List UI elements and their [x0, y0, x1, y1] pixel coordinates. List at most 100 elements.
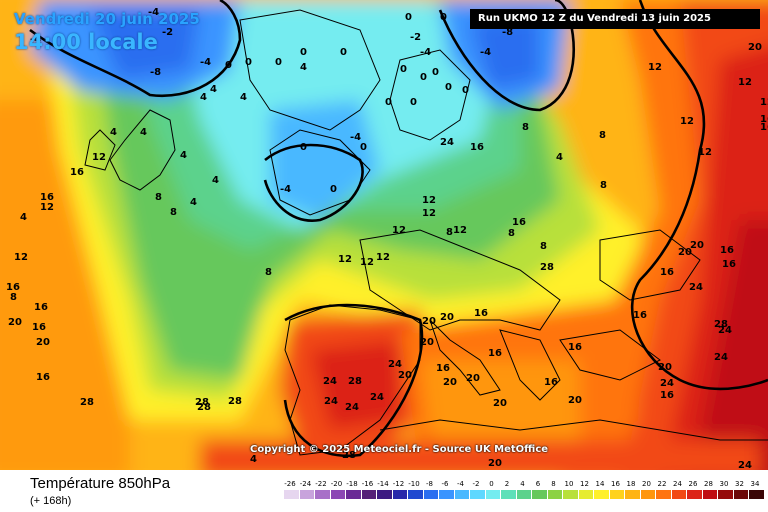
legend-swatch: [454, 490, 469, 499]
legend-label: -20: [330, 480, 343, 488]
isotherm-label: -2: [162, 27, 173, 38]
isotherm-label: 0: [340, 47, 347, 58]
isotherm-label: 20: [420, 337, 434, 348]
isotherm-label: 16: [70, 167, 84, 178]
isotherm-label: 12: [738, 77, 752, 88]
legend-swatch: [671, 490, 686, 499]
isotherm-label: 4: [210, 84, 217, 95]
isotherm-label: -4: [480, 47, 491, 58]
legend-label: -16: [361, 480, 374, 488]
isotherm-label: 0: [445, 82, 452, 93]
isotherm-label: 8: [155, 192, 162, 203]
isotherm-label: -4: [200, 57, 211, 68]
legend-label: 30: [719, 480, 729, 488]
isotherm-label: 4: [200, 92, 207, 103]
legend-swatch: [392, 490, 407, 499]
isotherm-label: 0: [440, 12, 447, 23]
isotherm-label: 0: [300, 47, 307, 58]
isotherm-label: 28: [342, 450, 356, 461]
isotherm-label: 20: [658, 362, 672, 373]
isotherm-label: -4: [420, 47, 431, 58]
isotherm-label: 12: [338, 254, 352, 265]
isotherm-label: 8: [265, 267, 272, 278]
legend-label: -18: [346, 480, 358, 488]
isotherm-label: 16: [34, 302, 48, 313]
legend-swatch: [361, 490, 376, 499]
forecast-lead-time: (+ 168h): [30, 495, 72, 507]
isotherm-label: 28: [540, 262, 554, 273]
isotherm-label: 4: [240, 92, 247, 103]
isotherm-label: 0: [432, 67, 439, 78]
map-labels: -4-2-4-8-4 0 0 00 00-2-40-4-800 00 00 04444-40-…: [6, 7, 768, 470]
isotherm-label: 16: [568, 342, 582, 353]
isotherm-label: -4: [30, 34, 41, 45]
legend-label: 16: [611, 480, 620, 488]
isotherm-label: 12: [376, 252, 390, 263]
isotherm-label: 12: [422, 195, 436, 206]
temperature-map-canvas: -4-2-4-8-4 0 0 00 00-2-40-4-800 00 00 04444-40-…: [0, 0, 768, 470]
legend-label: 0: [489, 480, 494, 488]
isotherm-label: 4: [212, 175, 219, 186]
isotherm-label: 16: [544, 377, 558, 388]
temperature-map: -4 -2 -4 -8 -4 0 0 0 0 0 0 -2 -4 0 -4 -8 0 0 0 0 0 0 0 4 4 4 4 -4 0-…: [0, 0, 768, 470]
isotherm-label: 20: [493, 398, 507, 409]
isotherm-label: 4: [556, 152, 563, 163]
isotherm-label: 20: [422, 316, 436, 327]
isotherm-label: 20: [8, 317, 22, 328]
isotherms: [29, 0, 768, 458]
legend-label: 26: [688, 480, 698, 488]
legend-label: 24: [673, 480, 682, 488]
legend-swatch: [609, 490, 624, 499]
legend-label: 10: [564, 480, 574, 488]
isotherm-label: 0: [400, 64, 407, 75]
isotherm-label: 28: [197, 402, 211, 413]
legend-label: 34: [750, 480, 760, 488]
isotherm-label: 24: [440, 137, 454, 148]
legend-swatch: [563, 490, 578, 499]
legend-label: 32: [735, 480, 744, 488]
legend-swatch: [485, 490, 500, 499]
isotherm-label: -8: [502, 27, 513, 38]
isotherm-label: 20: [36, 337, 50, 348]
isotherm-label: 16: [633, 310, 647, 321]
isotherm-label: 16: [722, 259, 736, 270]
isotherm-label: -4: [280, 184, 291, 195]
legend-swatch: [532, 490, 547, 499]
legend-label: 22: [657, 480, 667, 488]
isotherm-label: 20: [678, 247, 692, 258]
forecast-date: Vendredi 20 juin 2025: [14, 10, 200, 28]
isotherm-label: 4: [250, 454, 257, 465]
isotherm-label: 20: [748, 42, 762, 53]
isotherm-label: 0: [360, 142, 367, 153]
isotherm-label: 24: [718, 325, 732, 336]
isotherm-label: 0: [385, 97, 392, 108]
legend-swatch: [377, 490, 392, 499]
isotherm-label: 8: [600, 180, 607, 191]
isotherm-label: 0: [410, 97, 417, 108]
isotherm-label: 8: [446, 227, 453, 238]
isotherm-label: 8: [170, 207, 177, 218]
isotherm-label: 0: [462, 85, 469, 96]
legend-label: 6: [535, 480, 541, 488]
legend-label: 4: [520, 480, 525, 488]
chart-footer: Température 850hPa (+ 168h) -26 -24 -22 -20…: [0, 470, 768, 512]
isotherm-label: 16: [512, 217, 526, 228]
legend-swatch: [702, 490, 717, 499]
isotherm-label: 24: [370, 392, 384, 403]
legend-label: -24: [299, 480, 312, 488]
legend-swatch: [594, 490, 609, 499]
legend-swatch: [439, 490, 454, 499]
isotherm-label: 16: [40, 192, 54, 203]
legend-swatch: [299, 490, 314, 499]
legend-label: -26: [284, 480, 296, 488]
isotherm-label: 24: [345, 402, 359, 413]
isotherm-label: 28: [348, 376, 362, 387]
legend-label: -14: [377, 480, 389, 488]
isotherm-label: 8: [540, 241, 547, 252]
isotherm-label: 16: [760, 114, 768, 125]
legend-label: -12: [392, 480, 405, 488]
isotherm-label: 16: [488, 348, 502, 359]
legend-swatch: [330, 490, 345, 499]
isotherm-label: 20: [440, 312, 454, 323]
